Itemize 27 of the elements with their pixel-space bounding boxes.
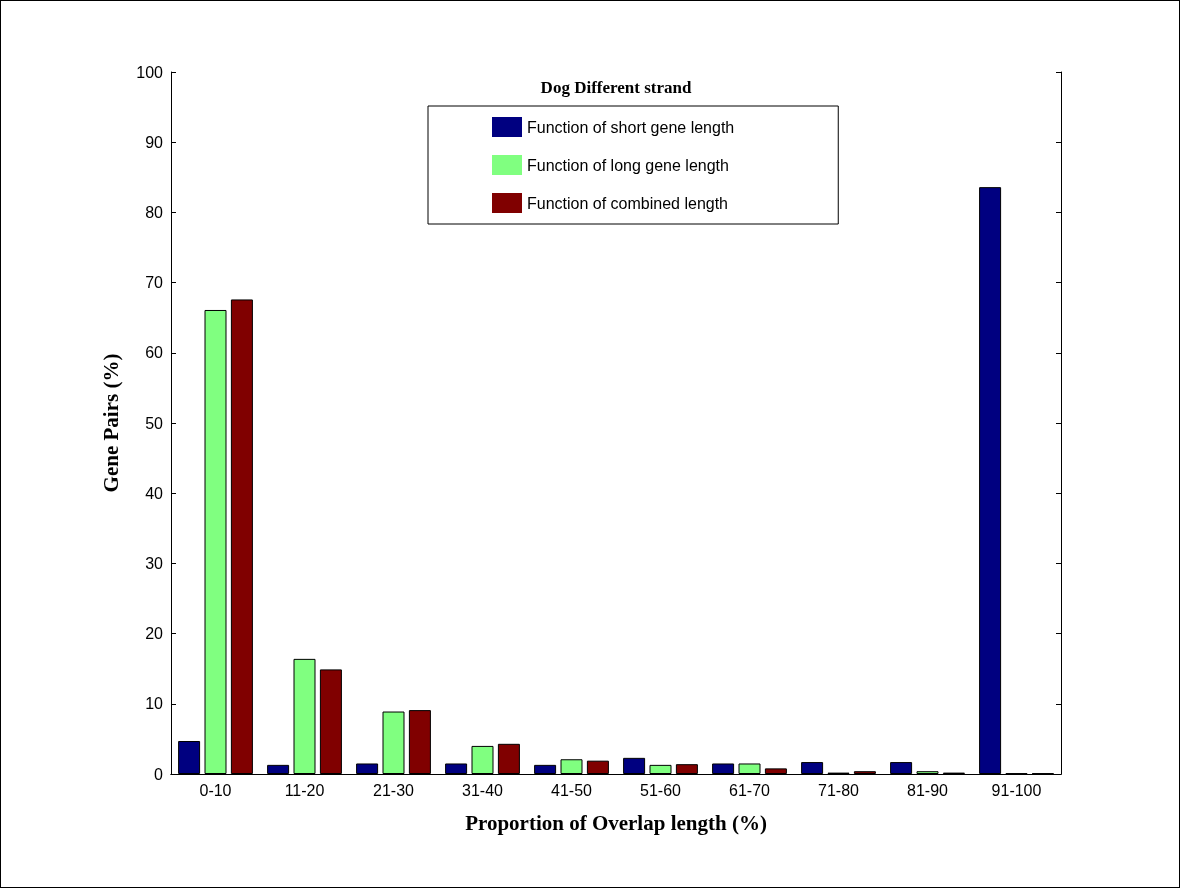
y-tick-label: 90 (145, 133, 164, 151)
x-tick-label: 41-50 (551, 781, 593, 799)
y-tick-label: 80 (145, 203, 164, 221)
x-tick-label: 21-30 (373, 781, 415, 799)
x-axis-title: Proportion of Overlap length (%) (465, 810, 767, 835)
chart-title: Dog Different strand (540, 78, 692, 97)
y-tick-label: 60 (145, 344, 164, 362)
x-tick-label: 91-100 (991, 781, 1042, 799)
x-tick-label: 61-70 (729, 781, 771, 799)
y-tick-label: 30 (145, 554, 164, 572)
x-tick-label: 0-10 (199, 781, 232, 799)
y-tick-label: 10 (145, 695, 164, 713)
x-tick-label: 31-40 (462, 781, 504, 799)
y-tick-label: 70 (145, 274, 164, 292)
y-tick-label: 20 (145, 625, 164, 643)
y-tick-label: 0 (154, 765, 164, 783)
x-tick-label: 81-90 (907, 781, 949, 799)
legend-label: Function of combined length (527, 194, 729, 212)
legend-label: Function of short gene length (527, 118, 735, 136)
x-tick-label: 71-80 (818, 781, 860, 799)
legend-label: Function of long gene length (527, 156, 729, 174)
x-tick-label: 51-60 (640, 781, 682, 799)
y-tick-label: 50 (145, 414, 164, 432)
y-axis-title: Gene Pairs (%) (98, 353, 123, 493)
x-tick-label: 11-20 (284, 781, 325, 799)
y-tick-label: 100 (136, 63, 164, 81)
y-tick-label: 40 (145, 484, 164, 502)
